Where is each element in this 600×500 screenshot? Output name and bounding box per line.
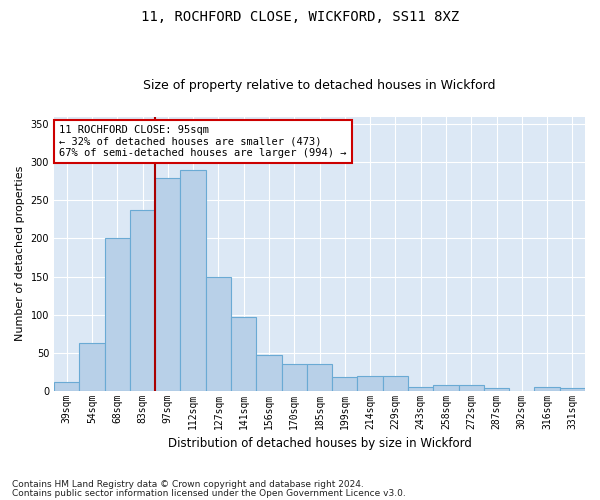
Bar bbox=[458, 386, 484, 390]
Bar bbox=[181, 170, 206, 390]
Text: 11 ROCHFORD CLOSE: 95sqm
← 32% of detached houses are smaller (473)
67% of semi-: 11 ROCHFORD CLOSE: 95sqm ← 32% of detach… bbox=[59, 125, 347, 158]
Y-axis label: Number of detached properties: Number of detached properties bbox=[15, 166, 25, 342]
Bar bbox=[130, 210, 155, 390]
Bar bbox=[79, 342, 104, 390]
Title: Size of property relative to detached houses in Wickford: Size of property relative to detached ho… bbox=[143, 79, 496, 92]
Bar bbox=[560, 388, 585, 390]
Text: 11, ROCHFORD CLOSE, WICKFORD, SS11 8XZ: 11, ROCHFORD CLOSE, WICKFORD, SS11 8XZ bbox=[141, 10, 459, 24]
Bar bbox=[332, 377, 358, 390]
Bar bbox=[54, 382, 79, 390]
Bar bbox=[256, 355, 281, 390]
Bar bbox=[535, 387, 560, 390]
Bar bbox=[155, 178, 181, 390]
Bar bbox=[408, 387, 433, 390]
Bar bbox=[281, 364, 307, 390]
Bar bbox=[206, 276, 231, 390]
Bar bbox=[104, 238, 130, 390]
Text: Contains public sector information licensed under the Open Government Licence v3: Contains public sector information licen… bbox=[12, 488, 406, 498]
Bar bbox=[231, 317, 256, 390]
Bar bbox=[383, 376, 408, 390]
Bar bbox=[307, 364, 332, 390]
Bar bbox=[433, 384, 458, 390]
X-axis label: Distribution of detached houses by size in Wickford: Distribution of detached houses by size … bbox=[167, 437, 472, 450]
Text: Contains HM Land Registry data © Crown copyright and database right 2024.: Contains HM Land Registry data © Crown c… bbox=[12, 480, 364, 489]
Bar bbox=[358, 376, 383, 390]
Bar bbox=[484, 388, 509, 390]
